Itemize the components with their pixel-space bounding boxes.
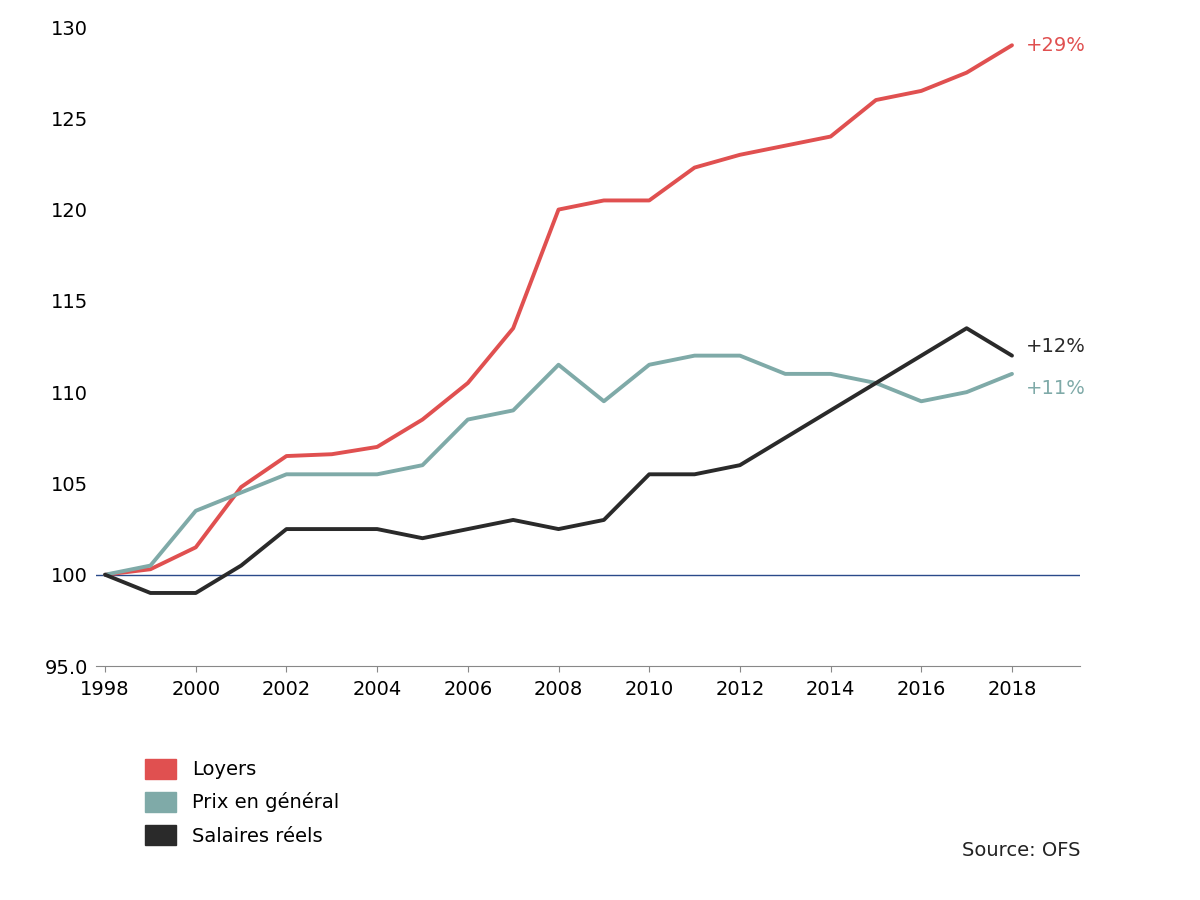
Text: +29%: +29% <box>1026 36 1086 55</box>
Text: +11%: +11% <box>1026 379 1086 398</box>
Text: Source: OFS: Source: OFS <box>961 841 1080 859</box>
Legend: Loyers, Prix en général, Salaires réels: Loyers, Prix en général, Salaires réels <box>145 759 338 846</box>
Text: +12%: +12% <box>1026 337 1086 356</box>
